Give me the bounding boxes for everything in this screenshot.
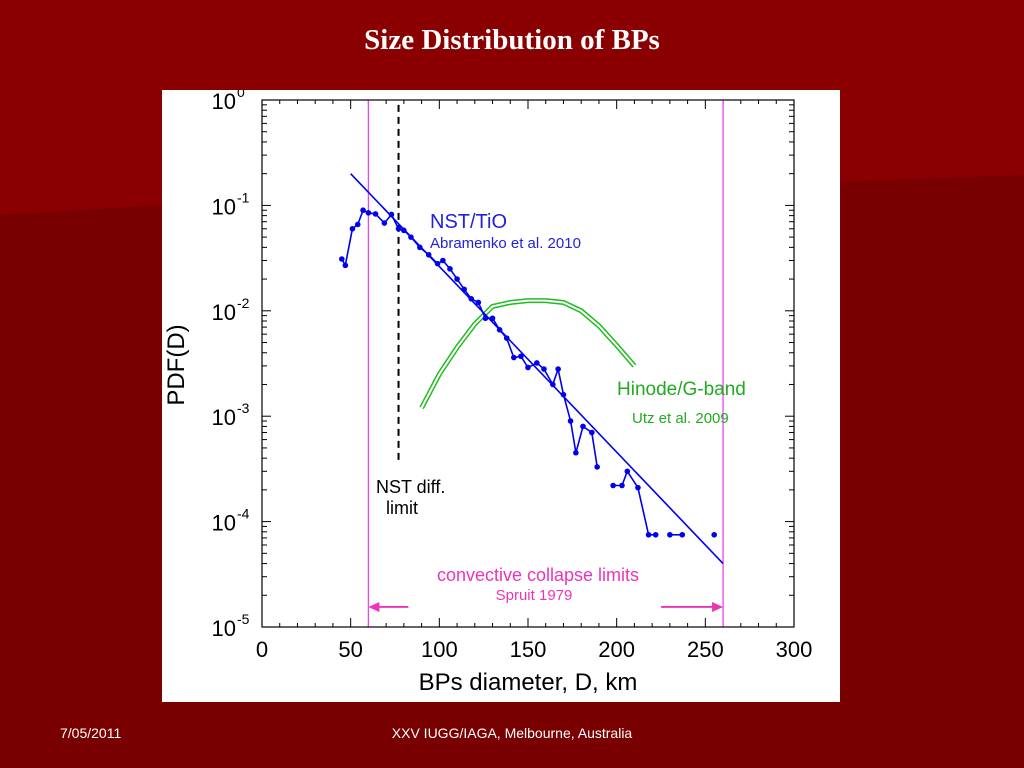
y-tick-label: 10 (212, 300, 236, 325)
nst-data-point (354, 221, 361, 228)
collapse-arrow-left-head (368, 601, 380, 612)
nst-data-point (425, 251, 432, 258)
footer-date: 7/05/2011 (60, 725, 122, 741)
x-tick-label: 100 (421, 637, 458, 662)
nst-data-point (461, 286, 467, 293)
nst-data-point (667, 531, 673, 538)
y-tick-exponent: -1 (237, 189, 250, 205)
nst-data-point (711, 531, 717, 538)
nst-data-point (342, 262, 349, 269)
nst-data-point (365, 210, 372, 216)
x-tick-label: 300 (776, 637, 813, 662)
nst-data-point (401, 227, 407, 234)
nst-data-point (580, 423, 586, 430)
slide-title: Size Distribution of BPs (364, 24, 660, 56)
nst-data-point (468, 295, 475, 302)
axis-ticks (261, 99, 795, 628)
y-tick-label: 10 (212, 194, 236, 219)
nst-data-point (496, 327, 503, 333)
collapse-arrow (368, 601, 724, 612)
hinode-series (419, 298, 637, 410)
nst-data-point (645, 531, 652, 538)
footer-event: XXV IUGG/IAGA, Melbourne, Australia (391, 725, 633, 741)
nst-data-point (573, 449, 579, 456)
nst-data-point (434, 260, 441, 267)
nst-data-point (349, 225, 356, 232)
x-tick-label: 200 (598, 637, 635, 662)
y-tick-label: 10 (212, 616, 236, 641)
hinode-series-label: Hinode/G-band (617, 379, 746, 400)
diffraction-limit-label: NST diff. (376, 477, 445, 497)
x-tick-label: 0 (256, 637, 268, 662)
plot-frame (261, 99, 795, 628)
y-tick-exponent: -4 (237, 506, 250, 522)
nst-data-point (372, 211, 379, 217)
nst-data-point (635, 484, 641, 491)
nst-data-point (360, 207, 366, 214)
nst-reference-label: Abramenko et al. 2010 (430, 235, 581, 252)
nst-data-point (555, 366, 561, 372)
y-axis-label: PDF(D) (163, 324, 190, 405)
nst-series-label: NST/TiO (430, 211, 507, 233)
nst-data-point (417, 244, 423, 251)
nst-data-point (589, 429, 595, 436)
hinode-curve-inner (420, 299, 636, 409)
nst-data-point (339, 256, 345, 262)
x-axis-label: BPs diameter, D, km (419, 669, 638, 696)
nst-data-point (475, 299, 482, 306)
x-tick-label: 150 (510, 637, 547, 662)
y-tick-exponent: -3 (237, 400, 250, 416)
nst-series (339, 207, 717, 538)
reference-lines (367, 100, 724, 627)
diffraction-limit-label-2: limit (386, 498, 418, 518)
nst-data-point (652, 531, 659, 538)
nst-data-point (550, 381, 556, 388)
nst-data-point (447, 266, 453, 272)
nst-data-point (440, 257, 446, 264)
nst-data-point (534, 360, 540, 366)
x-tick-label: 50 (338, 637, 362, 662)
nst-series-line (613, 469, 656, 536)
nst-data-point (541, 366, 547, 372)
y-tick-exponent: -5 (237, 611, 250, 627)
hinode-reference-label: Utz et al. 2009 (632, 410, 729, 427)
nst-data-point (619, 482, 625, 489)
nst-data-point (388, 211, 395, 218)
collapse-arrow-right-head (712, 601, 724, 612)
nst-data-point (624, 468, 631, 475)
nst-data-point (408, 234, 414, 240)
x-tick-label: 250 (687, 637, 724, 662)
nst-data-point (381, 220, 388, 226)
nst-data-point (679, 531, 686, 538)
nst-data-point (560, 391, 567, 398)
nst-data-point (610, 482, 616, 489)
nst-data-point (503, 335, 510, 341)
y-tick-label: 10 (212, 405, 236, 430)
nst-data-point (525, 364, 531, 371)
nst-data-point (518, 353, 524, 360)
collapse-limits-label: convective collapse limits (437, 565, 639, 585)
chart-panel: 0 50 100 150 200 250 300 10 0 10 -1 10 -2 10 -3 10 -4 10-… (162, 90, 840, 702)
nst-data-point (395, 225, 402, 232)
y-tick-exponent: -2 (237, 295, 250, 311)
nst-data-point (511, 354, 517, 361)
collapse-reference-label: Spruit 1979 (496, 587, 573, 604)
y-tick-label: 10 (212, 90, 236, 114)
nst-data-point (489, 315, 496, 322)
nst-data-point (454, 276, 460, 282)
y-tick-exponent: 0 (237, 90, 245, 100)
y-tick-label: 10 (212, 511, 236, 536)
nst-data-point (567, 418, 574, 424)
nst-data-point (594, 464, 600, 470)
nst-data-point (482, 315, 489, 322)
